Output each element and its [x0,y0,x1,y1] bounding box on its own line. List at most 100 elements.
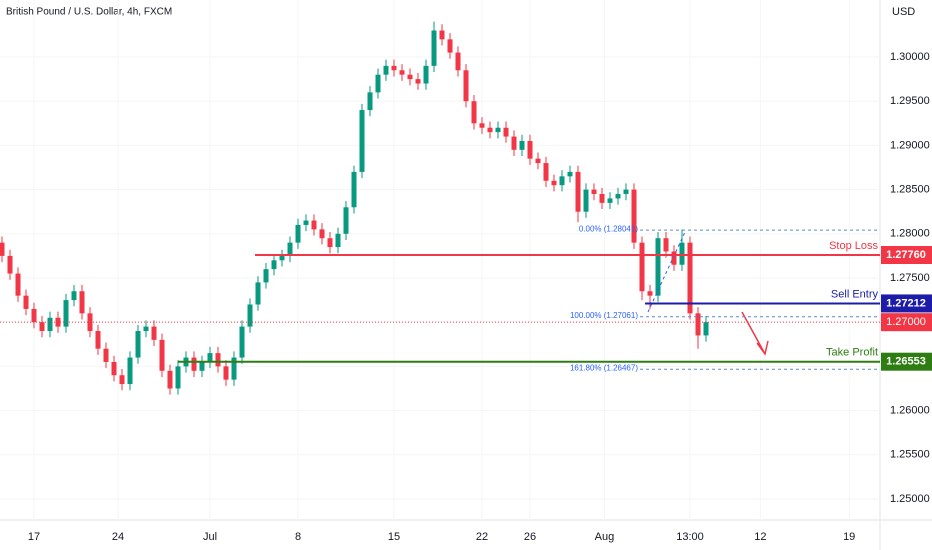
level-badge [881,294,932,313]
level-name: Sell Entry [831,288,879,300]
candle-body [7,255,13,274]
level-badge [881,246,932,265]
candle-body [687,242,693,314]
candle-body [151,326,157,340]
candle-body [519,140,525,150]
candle-body [239,326,245,358]
fib-label: 161.80% (1.26467) [570,363,638,372]
candle-body [407,74,413,80]
last-price-label: 1.27000 [886,316,926,328]
y-tick-label: 1.30000 [890,51,930,63]
fib-trend-line [647,231,686,313]
candle-body [55,317,61,327]
candle-body [607,198,613,203]
candle-body [143,326,149,332]
y-tick-label: 1.28000 [890,228,930,240]
candle-body [415,79,421,84]
candle-body [423,65,429,84]
candle-body [367,92,373,111]
fib-label: 100.00% (1.27061) [570,311,638,320]
level-label: 1.27760 [886,249,926,261]
candle-body [455,52,461,71]
candle-body [223,366,229,380]
candle-body [95,331,101,349]
x-tick-label: 24 [112,531,124,543]
y-tick-label: 1.25500 [890,449,930,461]
candle-body [703,322,709,336]
candle-body [679,242,685,265]
candle-body [511,136,517,150]
candle-body [23,295,29,309]
candle-body [391,65,397,71]
y-tick-label: 1.26000 [890,404,930,416]
candle-body [559,176,565,186]
arrow [741,311,769,356]
chart-title: British Pound / U.S. Dollar, 4h, FXCM [6,7,172,18]
candle-body [15,273,21,296]
candle-body [447,39,453,53]
candle-body [583,189,589,212]
candle-body [351,171,357,208]
candle-body [39,322,45,332]
candle-body [543,163,549,181]
y-tick-label: 1.28500 [890,184,930,196]
candle-body [623,189,629,195]
x-tick-label: Aug [595,531,615,543]
candle-body [495,127,501,133]
candle-body [567,171,573,177]
y-tick-label: 1.29000 [890,139,930,151]
candle-body [215,353,221,367]
candle-body [631,189,637,243]
candle-body [599,194,605,203]
candle-body [135,331,141,358]
currency: USD [892,6,915,18]
candle-body [255,282,261,305]
candle-body [327,238,333,248]
fib-label: 0.00% (1.28041) [579,224,638,233]
candle-body [551,180,557,186]
candle-body [503,127,509,137]
candle-body [263,269,269,283]
candle-body [191,357,197,371]
candle-body [31,308,37,323]
level-name: Stop Loss [829,240,878,252]
candle-body [159,339,165,371]
candle-body [167,370,173,389]
y-tick-label: 1.25000 [890,493,930,505]
candle-body [671,251,677,265]
candle-body [247,304,253,327]
candle-body [295,224,301,243]
x-tick-label: 26 [524,531,536,543]
candle-body [439,30,445,40]
candle-body [615,194,621,199]
candle-body [319,229,325,239]
x-tick-label: 17 [28,531,40,543]
plot [0,21,709,395]
candle-body [279,255,285,261]
candle-body [343,207,349,234]
candle-body [175,366,181,389]
x-tick-label: 13:00 [676,531,704,543]
last-price-badge [881,313,932,332]
candle-body [639,242,645,292]
candle-body [479,123,485,128]
candle-body [111,361,117,376]
y-tick-label: 1.29500 [890,95,930,107]
candle-body [591,189,597,195]
candle-body [271,260,277,270]
x-tick-label: 22 [476,531,488,543]
candle-body [655,238,661,296]
candle-body [311,220,317,230]
candle-body [535,158,541,164]
candle-body [287,242,293,256]
x-tick-label: Jul [203,531,217,543]
candle-body [63,300,69,327]
level-badge [881,352,932,371]
level-label: 1.27212 [886,297,926,309]
candle-body [335,233,341,248]
candle-body [575,171,581,212]
candle-body [471,101,477,124]
candle-body [79,291,85,314]
y-tick-label: 1.27500 [890,272,930,284]
x-tick-label: 8 [295,531,301,543]
